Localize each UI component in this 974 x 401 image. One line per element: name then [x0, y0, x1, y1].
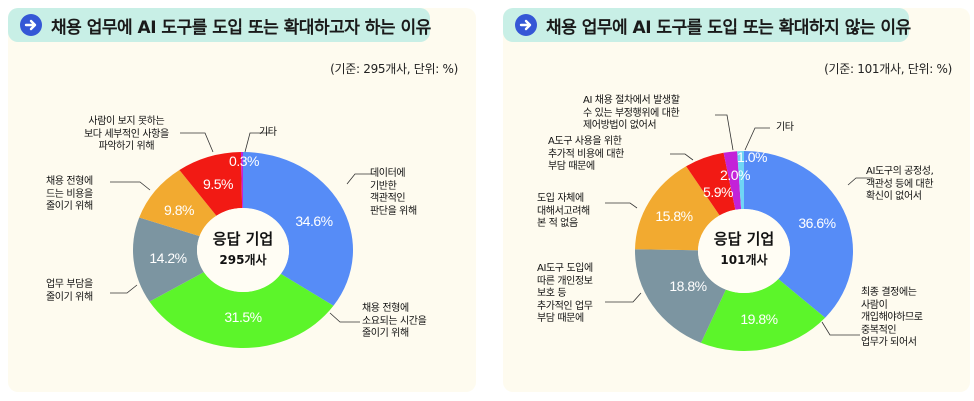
label-line: A도구 사용을 위한: [548, 136, 622, 147]
label-line: 업무가 되어서: [861, 337, 917, 348]
right-label-cost: A도구 사용을 위한 추가적 비용에 대한 부담 때문에: [548, 136, 624, 174]
donut-segment: [744, 151, 853, 318]
label-line: 개입해야하므로: [861, 312, 923, 323]
donut-segment: [737, 151, 744, 210]
label-line: 판단을 위해: [370, 205, 417, 217]
segment-value-label: 1.0%: [737, 149, 767, 165]
label-line: 소요되는 시간을: [362, 315, 427, 327]
label-line: 도입 자체에: [537, 193, 584, 204]
label-line: AI도구 도입에: [537, 263, 593, 274]
right-label-fraud: AI 채용 절차에서 발생할 수 있는 부정행위에 대한 제어방법이 없어서: [583, 95, 680, 133]
label-line: 대해서고려해: [537, 205, 590, 217]
left-center-title: 응답 기업: [213, 230, 273, 248]
left-label-others: 기타: [259, 127, 277, 138]
segment-value-label: 5.9%: [703, 184, 733, 200]
label-line: AI도구의 공정성,: [866, 166, 934, 177]
label-line: 객관적인: [370, 193, 406, 204]
donut-segment: [133, 217, 204, 302]
label-line: 중복적인: [861, 324, 897, 336]
segment-value-label: 9.8%: [164, 202, 194, 218]
right-basis-note: (기준: 101개사, 단위: %): [824, 62, 952, 76]
label-line: 부담 때문에: [548, 161, 595, 172]
right-label-others: 기타: [776, 122, 794, 133]
label-line: 파악하기 위해: [98, 141, 155, 152]
segment-value-label: 0.3%: [229, 153, 259, 169]
left-label-cost: 채용 전형에 드는 비용을 줄이기 위해: [46, 176, 93, 214]
donut-segment: [149, 272, 334, 348]
left-center-count: 295개사: [219, 252, 266, 267]
label-line: 본 적 없음: [537, 218, 578, 229]
label-line: 사람이: [861, 299, 888, 311]
label-line: 데이터에: [370, 168, 406, 179]
donut-segment: [635, 249, 726, 343]
left-basis-note: (기준: 295개사, 단위: %): [330, 62, 458, 76]
donut-hole: [698, 209, 790, 293]
left-chart-title: 채용 업무에 AI 도구를 도입 또는 확대하고자 하는 이유: [51, 17, 431, 38]
left-label-details: 사람이 보지 못하는 보다 세부적인 사항을 파악하기 위해: [84, 116, 169, 154]
arrow-right-icon: [20, 14, 42, 36]
donut-segment: [179, 152, 243, 216]
right-chart-title: 채용 업무에 AI 도구를 도입 또는 확대하지 않는 이유: [546, 17, 911, 38]
left-label-burden: 업무 부담을 줄이기 위해: [46, 279, 93, 304]
donut-segment: [723, 151, 742, 210]
segment-value-label: 36.6%: [798, 215, 835, 231]
label-line: 보호 등: [537, 288, 567, 299]
donut-segment: [686, 152, 736, 216]
left-label-time: 채용 전형에 소요되는 시간을 줄이기 위해: [362, 303, 427, 341]
label-line: 기반한: [370, 180, 397, 192]
left-title-bar: 채용 업무에 AI 도구를 도입 또는 확대하고자 하는 이유: [8, 8, 431, 42]
label-line: 줄이기 위해: [46, 291, 93, 303]
label-line: 채용 전형에: [362, 303, 409, 314]
left-label-data: 데이터에 기반한 객관적인 판단을 위해: [370, 168, 417, 218]
right-leader-lines: [605, 114, 873, 336]
segment-value-label: 2.0%: [720, 167, 750, 183]
right-label-fairness: AI도구의 공정성, 객관성 등에 대한 확신이 없어서: [866, 166, 934, 204]
donut-segment: [139, 170, 217, 237]
label-line: 사람이 보지 못하는: [88, 116, 165, 127]
right-center-count: 101개사: [720, 252, 767, 267]
right-center-title: 응답 기업: [714, 230, 774, 248]
label-line: 따른 개인정보: [537, 275, 593, 287]
label-line: 드는 비용을: [46, 188, 93, 200]
segment-value-label: 34.6%: [295, 213, 332, 229]
donut-segment: [700, 279, 826, 351]
donut-segment: [635, 166, 720, 251]
label-line: 추가적 비용에 대한: [548, 148, 624, 160]
label-line: 추가적인 업무: [537, 300, 593, 312]
label-line: 최종 결정에는: [861, 287, 917, 298]
label-line: 객관성 등에 대한: [866, 178, 934, 190]
segment-value-label: 14.2%: [149, 250, 186, 266]
label-line: 줄이기 위해: [362, 328, 409, 339]
label-line: 줄이기 위해: [46, 201, 93, 212]
label-line: AI 채용 절차에서 발생할: [583, 95, 680, 106]
label-line: 업무 부담을: [46, 279, 93, 290]
donut-hole: [197, 208, 289, 292]
right-label-never: 도입 자체에 대해서고려해 본 적 없음: [537, 193, 590, 231]
donut-segment: [243, 152, 353, 306]
right-donut-chart: 36.6% 19.8% 18.8% 15.8% 5.9%2.0% 1.0%: [635, 149, 853, 351]
label-line: 보다 세부적인 사항을: [84, 128, 169, 140]
segment-value-label: 31.5%: [224, 309, 261, 325]
right-title-bar: 채용 업무에 AI 도구를 도입 또는 확대하지 않는 이유: [503, 8, 911, 42]
segment-value-label: 9.5%: [203, 176, 233, 192]
segment-value-label: 18.8%: [669, 278, 706, 294]
label-line: 제어방법이 없어서: [583, 120, 657, 131]
right-label-privacy: AI도구 도입에 따른 개인정보 보호 등 추가적인 업무 부담 때문에: [537, 263, 593, 326]
arrow-right-icon: [515, 14, 537, 36]
label-line: 수 있는 부정행위에 대한: [583, 107, 680, 119]
donut-segment: [240, 152, 243, 209]
label-line: 확신이 없어서: [866, 191, 922, 202]
segment-value-label: 19.8%: [740, 311, 777, 327]
left-leader-lines: [110, 132, 375, 323]
label-line: 채용 전형에: [46, 176, 93, 187]
left-donut-chart: 34.6% 31.5% 14.2% 9.8% 9.5% 0.3%: [133, 152, 353, 348]
label-line: 부담 때문에: [537, 313, 584, 324]
segment-value-label: 15.8%: [655, 208, 692, 224]
right-label-duplicate: 최종 결정에는 사람이 개입해야하므로 중복적인 업무가 되어서: [861, 287, 923, 350]
